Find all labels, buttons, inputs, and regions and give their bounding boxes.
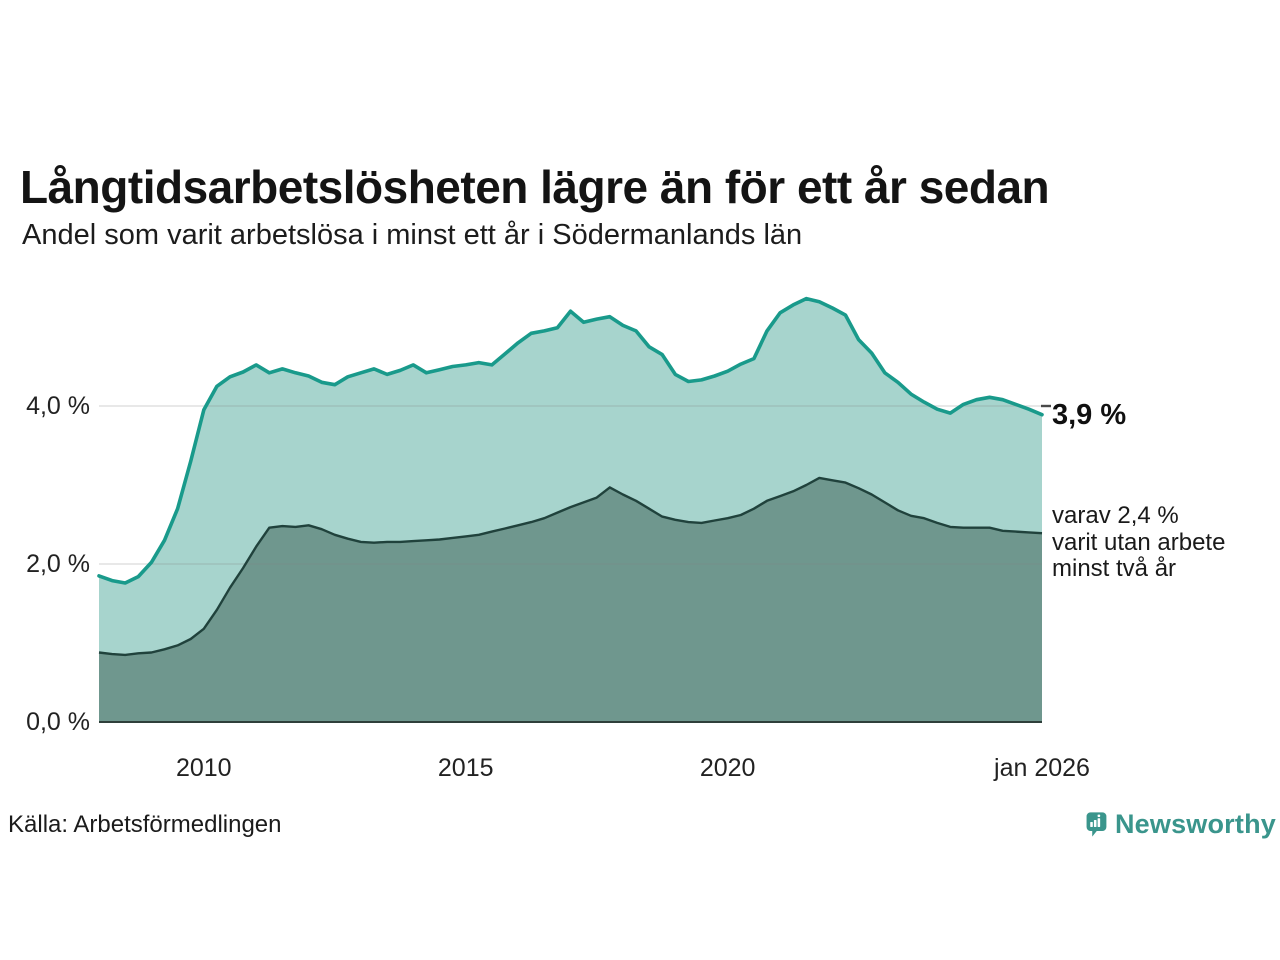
latest-value-label: 3,9 % [1052, 399, 1127, 431]
x-tick-label: 2020 [699, 754, 756, 782]
y-tick-label: 2,0 % [26, 550, 90, 578]
y-tick-label: 4,0 % [26, 392, 90, 420]
newsworthy-logo[interactable]: Newsworthy [1086, 800, 1276, 848]
series-two-years-area [99, 477, 1042, 722]
secondary-value-annotation: varav 2,4 % varit utan arbete minst två … [1052, 502, 1226, 583]
page-title: Långtidsarbetslösheten lägre än för ett … [20, 160, 1050, 213]
x-tick-label: 2015 [437, 754, 494, 782]
newsworthy-wordmark: Newsworthy [1114, 808, 1276, 839]
x-tick-label: 2010 [175, 754, 232, 782]
y-tick-label: 0,0 % [26, 708, 90, 736]
newsworthy-bubble-icon [1086, 811, 1107, 837]
source-note: Källa: Arbetsförmedlingen [8, 811, 282, 838]
chart-subtitle: Andel som varit arbetslösa i minst ett å… [22, 219, 803, 251]
x-tick-label: jan 2026 [994, 754, 1090, 782]
annotation-line: minst två år [1052, 555, 1177, 582]
series-total-line [97, 296, 1044, 585]
series-two-years-line [98, 476, 1043, 657]
annotation-line: varav 2,4 % [1052, 502, 1179, 529]
annotation-line: varit utan arbete [1052, 528, 1226, 556]
series-total-area [99, 298, 1042, 722]
